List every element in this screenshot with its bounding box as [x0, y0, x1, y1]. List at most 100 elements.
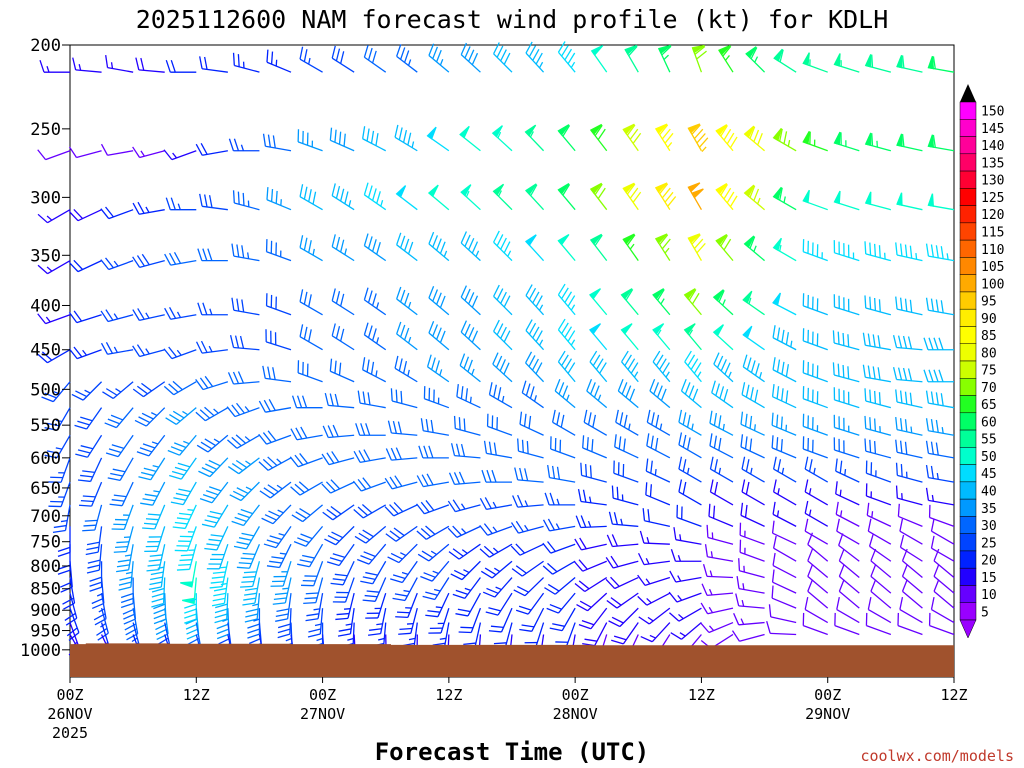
- barb-full: [464, 288, 471, 301]
- barb-full: [195, 341, 203, 354]
- barb-full: [241, 245, 245, 258]
- barb-full: [709, 410, 713, 424]
- wind-barb: [428, 286, 450, 316]
- barb-half: [345, 623, 352, 626]
- barb-full: [170, 197, 176, 210]
- barb-full: [547, 562, 558, 573]
- wind-barb: [554, 378, 576, 409]
- barb-staff: [708, 621, 734, 634]
- barb-staff: [489, 543, 513, 558]
- barb-half: [84, 389, 91, 394]
- barb-full: [146, 568, 160, 572]
- barb-staff: [456, 525, 481, 538]
- barb-full: [240, 557, 254, 560]
- barb-half: [172, 152, 178, 159]
- barb-full: [678, 456, 683, 470]
- barb-full: [807, 415, 809, 429]
- barb-full: [865, 483, 868, 497]
- barb-full: [228, 138, 235, 151]
- barb-full: [423, 572, 436, 578]
- barb-full: [525, 41, 533, 54]
- barb-half: [708, 606, 714, 614]
- barb-full: [270, 51, 274, 65]
- wind-barb: [227, 434, 260, 449]
- barb-half: [936, 472, 939, 480]
- wind-barb: [802, 52, 828, 73]
- barb-full: [168, 346, 178, 358]
- time-tick-date: 29NOV: [805, 705, 850, 723]
- barb-full: [330, 506, 342, 515]
- barb-half: [665, 371, 670, 378]
- wind-barb: [613, 460, 639, 483]
- wind-barb: [802, 436, 828, 459]
- barb-half: [58, 496, 65, 498]
- barb-full: [371, 293, 377, 306]
- wind-barb: [867, 597, 892, 624]
- barb-staff: [175, 407, 197, 425]
- barb-staff: [424, 398, 450, 409]
- barb-full: [48, 505, 62, 508]
- barb-full: [236, 487, 249, 495]
- barb-staff: [896, 254, 923, 262]
- wind-barb: [390, 388, 418, 409]
- wind-barb: [232, 190, 260, 211]
- barb-half: [220, 566, 227, 569]
- barb-full: [873, 418, 877, 432]
- barb-staff: [519, 543, 544, 556]
- barb-full: [390, 388, 393, 401]
- barb-staff: [428, 54, 450, 73]
- barb-full: [460, 386, 464, 399]
- wind-barb: [772, 292, 797, 316]
- barb-staff: [807, 544, 829, 562]
- barb-full: [392, 420, 397, 434]
- barb-full: [169, 306, 177, 319]
- wind-barb: [605, 576, 639, 590]
- barb-full: [417, 553, 430, 562]
- wind-barb: [525, 234, 545, 262]
- barb-staff: [527, 592, 545, 615]
- barb-staff: [865, 307, 892, 316]
- colorbar-label: 80: [981, 346, 997, 361]
- barb-full: [297, 129, 300, 142]
- credit-link[interactable]: coolwx.com/models: [860, 747, 1014, 765]
- barb-full: [277, 623, 291, 629]
- wind-barb: [709, 456, 734, 483]
- wind-barb: [64, 592, 78, 626]
- barb-full: [168, 383, 179, 393]
- barb-full: [661, 187, 671, 199]
- barb-full: [326, 508, 338, 518]
- wind-barb: [557, 350, 576, 383]
- colorbar-swatch: [959, 101, 977, 120]
- barb-half: [492, 501, 497, 508]
- barb-full: [556, 466, 561, 480]
- barb-full: [486, 469, 492, 483]
- barb-full: [503, 241, 511, 254]
- barb-full: [723, 187, 732, 200]
- barb-full: [719, 386, 725, 399]
- barb-full: [206, 543, 220, 547]
- wind-barb: [646, 433, 671, 459]
- wind-barb: [669, 570, 702, 583]
- barb-full: [361, 504, 373, 514]
- barb-full: [303, 291, 308, 305]
- barb-full: [227, 466, 240, 475]
- barb-full: [299, 508, 311, 516]
- barb-full: [86, 541, 100, 546]
- barb-half: [242, 61, 245, 69]
- barb-full: [235, 434, 247, 444]
- barb-full: [816, 244, 819, 257]
- barb-staff: [245, 526, 260, 550]
- barb-full: [248, 637, 262, 645]
- barb-half: [407, 59, 412, 66]
- barb-staff: [112, 381, 134, 399]
- barb-pennant: [743, 184, 755, 198]
- barb-full: [145, 518, 159, 521]
- barb-full: [589, 350, 598, 363]
- wind-barb: [864, 438, 892, 459]
- terrain-fill: [70, 643, 954, 677]
- wind-barb: [357, 390, 386, 409]
- barb-full: [838, 579, 845, 592]
- wind-barb: [683, 323, 702, 351]
- wind-barb: [868, 534, 892, 562]
- barb-full: [744, 504, 748, 518]
